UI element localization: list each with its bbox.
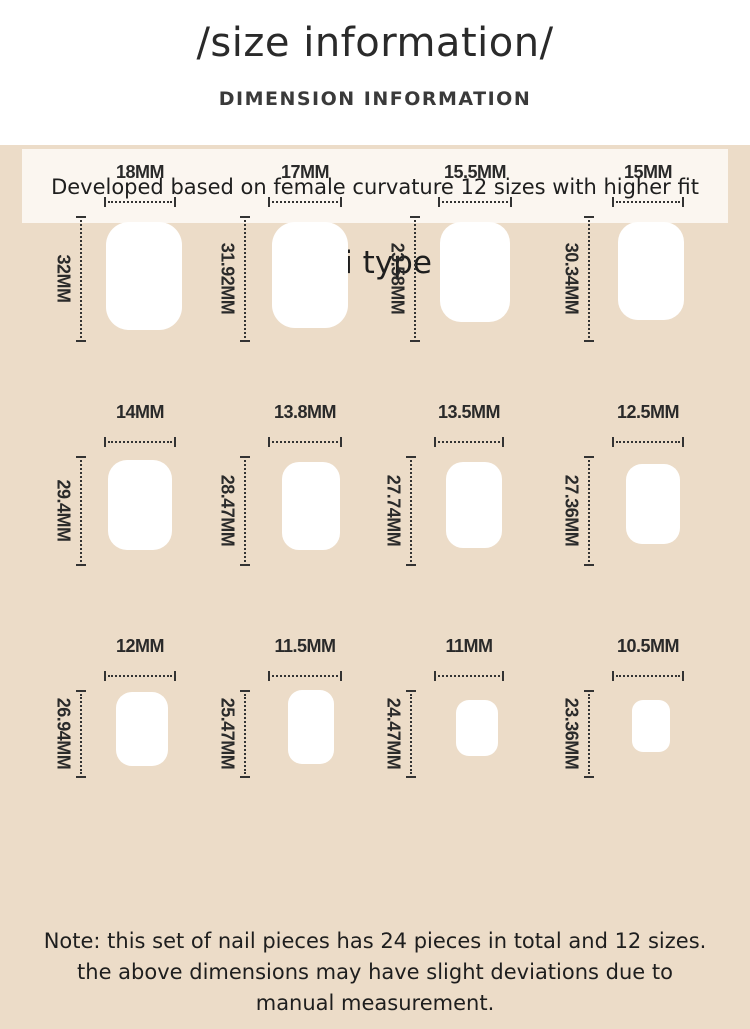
page-subtitle: DIMENSION INFORMATION [218, 88, 532, 110]
height-label: 32MM [53, 254, 74, 303]
height-dimension-line [240, 456, 250, 566]
width-dimension-line [104, 437, 176, 447]
nail-shape [440, 222, 510, 322]
nail-shape [108, 460, 172, 550]
nail-shape [626, 464, 680, 544]
width-dimension-line [104, 197, 176, 207]
width-label: 15.5MM [443, 162, 507, 182]
nail-shape [288, 690, 334, 764]
info-banner: Developed based on female curvature 12 s… [22, 149, 728, 223]
header: /size information/ DIMENSION INFORMATION [0, 0, 750, 145]
nail-shape [272, 222, 348, 328]
height-dimension-line [410, 216, 420, 342]
height-label: 23.36MM [561, 697, 582, 770]
width-label: 12MM [115, 636, 165, 656]
width-label: 17MM [280, 162, 330, 182]
width-dimension-line [268, 197, 342, 207]
height-dimension-line [76, 456, 86, 566]
nail-shape [106, 222, 182, 330]
width-dimension-line [268, 671, 342, 681]
width-label: 13.5MM [437, 402, 501, 422]
width-label: 11.5MM [274, 636, 336, 656]
size-panel: Developed based on female curvature 12 s… [0, 145, 750, 1029]
width-label: 14MM [115, 402, 165, 422]
nail-shape [446, 462, 502, 548]
nail-shape [632, 700, 670, 752]
note-text: Note: this set of nail pieces has 24 pie… [0, 926, 750, 1019]
width-dimension-line [612, 671, 684, 681]
page-title: /size information/ [196, 20, 554, 66]
note-line-2: the above dimensions may have slight dev… [77, 960, 673, 984]
width-label: 10.5MM [616, 636, 680, 656]
height-label: 27.36MM [561, 474, 582, 547]
height-dimension-line [584, 456, 594, 566]
height-label: 24.47MM [383, 697, 404, 770]
nail-shape [282, 462, 340, 550]
height-label: 25.47MM [217, 697, 238, 770]
height-label: 29.4MM [53, 479, 74, 542]
height-dimension-line [240, 690, 250, 778]
width-label: 18MM [115, 162, 165, 182]
nail-shape [618, 222, 684, 320]
nail-shape [116, 692, 168, 766]
width-dimension-line [434, 437, 504, 447]
width-dimension-line [104, 671, 176, 681]
width-label: 11MM [445, 636, 493, 656]
height-label: 23.58MM [387, 242, 408, 315]
width-label: 15MM [623, 162, 673, 182]
height-dimension-line [406, 456, 416, 566]
height-label: 26.94MM [53, 697, 74, 770]
width-dimension-line [612, 437, 684, 447]
width-dimension-line [434, 671, 504, 681]
banner-text: Developed based on female curvature 12 s… [51, 175, 699, 199]
height-label: 31.92MM [217, 242, 238, 315]
note-line-3: manual measurement. [255, 991, 495, 1015]
height-dimension-line [76, 690, 86, 778]
nail-shape [456, 700, 498, 756]
width-label: 13.8MM [273, 402, 337, 422]
height-dimension-line [584, 690, 594, 778]
height-label: 28.47MM [217, 474, 238, 547]
width-dimension-line [438, 197, 512, 207]
width-label: 12.5MM [616, 402, 680, 422]
height-label: 30.34MM [561, 242, 582, 315]
height-dimension-line [240, 216, 250, 342]
height-dimension-line [76, 216, 86, 342]
note-line-1: Note: this set of nail pieces has 24 pie… [43, 929, 707, 953]
width-dimension-line [612, 197, 684, 207]
height-dimension-line [584, 216, 594, 342]
width-dimension-line [268, 437, 342, 447]
height-dimension-line [406, 690, 416, 778]
height-label: 27.74MM [383, 474, 404, 547]
